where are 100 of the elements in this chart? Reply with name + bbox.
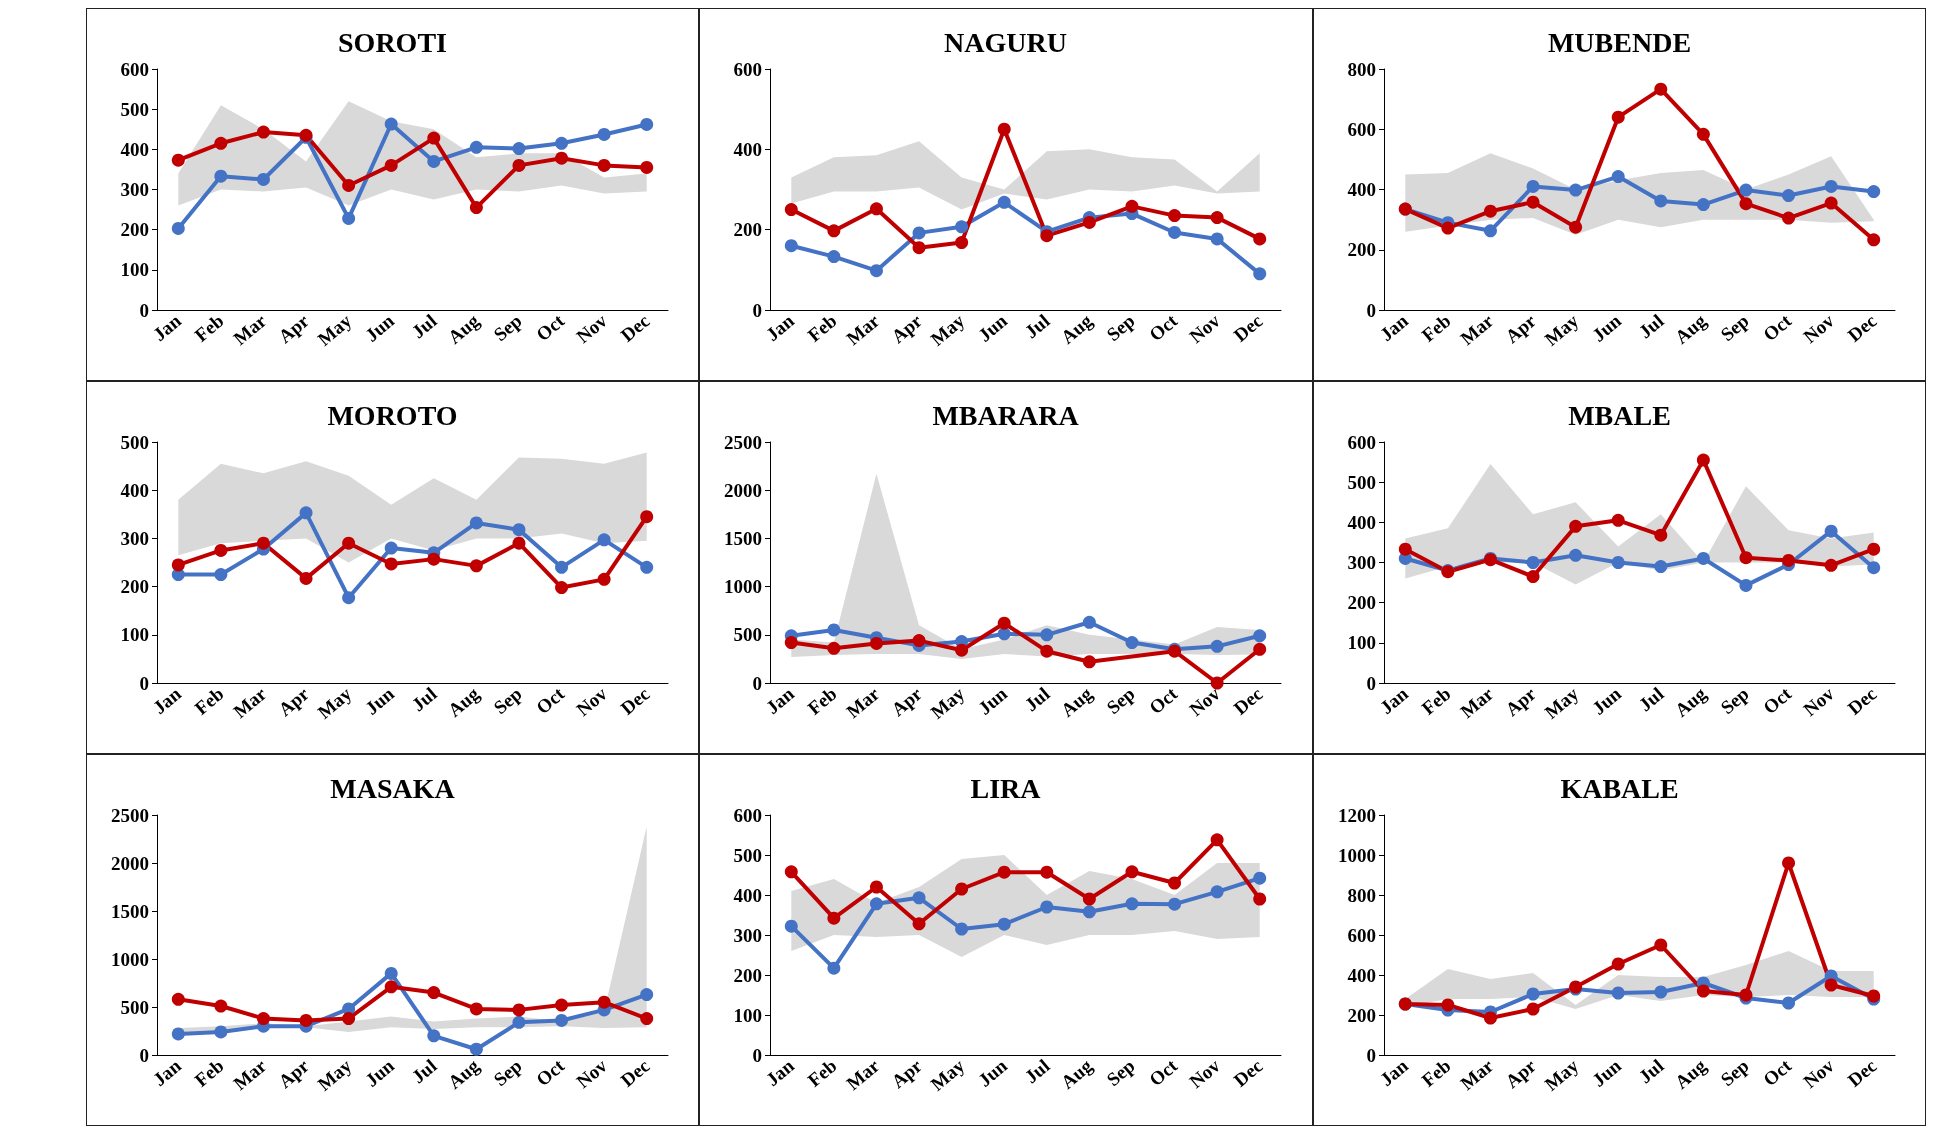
x-tick-label: Mar	[229, 1054, 271, 1095]
x-tick-label: Feb	[804, 1054, 841, 1091]
y-tick-label: 600	[1347, 431, 1376, 453]
x-tick-label: Sep	[489, 309, 526, 346]
y-tick-label: 1000	[111, 948, 149, 970]
y-tick-label: 400	[1347, 179, 1376, 200]
x-tick-label: Jul	[1634, 1054, 1668, 1088]
x-tick-label: Mar	[842, 682, 884, 723]
x-tick-label: Aug	[443, 682, 484, 721]
x-tick-label: Jan	[1375, 1054, 1413, 1091]
x-tick-label: Aug	[1670, 309, 1711, 348]
x-tick-label: Mar	[229, 309, 271, 350]
y-tick-label: 600	[120, 58, 149, 80]
x-tick-label: Jun	[1587, 309, 1625, 346]
x-tick-label: Apr	[1500, 682, 1540, 721]
y-tick-label: 400	[120, 138, 149, 160]
x-tick-label: Jul	[407, 1054, 441, 1088]
y-tick-label: 500	[733, 844, 763, 866]
x-tick-label: May	[313, 1054, 356, 1095]
x-tick-label: Feb	[190, 682, 228, 719]
x-tick-label: Apr	[887, 1054, 927, 1093]
x-tick-label: Dec	[616, 682, 654, 719]
y-tick-label: 800	[1347, 58, 1376, 80]
x-tick-label: Sep	[1102, 1054, 1140, 1091]
chart-title: MASAKA	[330, 772, 456, 804]
x-tick-label: Feb	[804, 309, 841, 346]
x-tick-label: Jan	[762, 682, 799, 719]
y-tick-label: 1000	[1337, 844, 1376, 866]
y-tick-label: 2000	[724, 479, 763, 501]
y-tick-label: 500	[1347, 471, 1376, 493]
x-tick-label: Jul	[1634, 309, 1668, 343]
x-tick-label: Nov	[572, 682, 612, 721]
y-tick-label: 0	[139, 299, 149, 321]
y-tick-label: 200	[1347, 1004, 1376, 1026]
y-tick-label: 300	[1347, 552, 1376, 573]
y-tick-label: 2500	[724, 431, 763, 453]
x-tick-label: Mar	[842, 309, 884, 350]
x-tick-label: Jan	[148, 682, 186, 719]
x-tick-label: Jun	[360, 309, 399, 346]
x-tick-label: Oct	[532, 682, 569, 719]
y-tick-label: 600	[1347, 924, 1376, 946]
x-tick-label: Feb	[1417, 309, 1455, 346]
y-tick-label: 0	[1366, 1044, 1376, 1066]
x-tick-label: Aug	[1057, 1054, 1097, 1093]
x-tick-label: May	[313, 682, 356, 723]
x-tick-label: Apr	[887, 682, 927, 721]
y-tick-label: 1000	[724, 576, 763, 598]
y-tick-label: 500	[733, 624, 763, 646]
y-tick-label: 500	[120, 996, 149, 1018]
x-tick-label: Dec	[1229, 1054, 1267, 1091]
x-tick-label: Dec	[1843, 309, 1881, 346]
x-tick-label: Oct	[1145, 1054, 1183, 1091]
x-tick-label: May	[926, 682, 970, 723]
x-tick-label: Nov	[1798, 682, 1838, 721]
x-tick-label: Jan	[148, 1054, 186, 1091]
x-tick-label: Jun	[360, 1054, 399, 1091]
x-tick-label: Jan	[762, 309, 799, 346]
y-tick-label: 400	[1347, 964, 1376, 986]
y-tick-label: 200	[1347, 239, 1376, 261]
x-tick-label: Dec	[1229, 682, 1267, 719]
y-tick-label: 200	[120, 219, 149, 241]
x-tick-label: Oct	[1145, 682, 1183, 719]
y-tick-label: 500	[120, 98, 149, 120]
y-tick-label: 300	[120, 179, 149, 200]
x-tick-label: Oct	[1758, 682, 1796, 719]
x-tick-label: Aug	[443, 309, 484, 348]
x-tick-label: Jun	[974, 682, 1012, 719]
y-tick-label: 100	[1347, 632, 1376, 654]
x-tick-label: Nov	[572, 309, 612, 348]
x-tick-label: Jan	[762, 1054, 799, 1091]
x-tick-label: Dec	[1229, 309, 1267, 346]
x-tick-label: Jun	[974, 309, 1012, 346]
x-tick-label: Feb	[190, 1054, 228, 1091]
x-tick-label: Sep	[1102, 682, 1140, 719]
x-tick-label: Sep	[1716, 682, 1753, 719]
chart-title: LIRA	[970, 772, 1042, 804]
x-tick-label: Jun	[974, 1054, 1012, 1091]
x-tick-label: Dec	[1843, 682, 1881, 719]
y-tick-label: 400	[1347, 511, 1376, 533]
y-tick-label: 400	[733, 884, 763, 906]
x-tick-label: Aug	[1670, 1054, 1711, 1093]
x-tick-label: Aug	[443, 1054, 484, 1093]
y-tick-label: 200	[733, 964, 763, 986]
x-tick-label: May	[926, 1054, 970, 1095]
x-tick-label: Apr	[274, 1054, 314, 1093]
y-tick-label: 0	[1366, 299, 1376, 321]
y-tick-label: 200	[1347, 592, 1376, 614]
y-tick-label: 100	[120, 259, 149, 281]
x-tick-label: Jul	[1020, 682, 1054, 716]
chart-title: KABALE	[1560, 772, 1679, 804]
x-tick-label: Jan	[1375, 682, 1413, 719]
x-tick-label: Jun	[1587, 1054, 1625, 1091]
y-tick-label: 0	[139, 1044, 149, 1066]
y-tick-label: 1500	[724, 527, 763, 549]
chart-title: SOROTI	[338, 26, 447, 58]
x-tick-label: Sep	[489, 682, 526, 719]
x-tick-label: Mar	[1455, 682, 1498, 723]
x-tick-label: Sep	[1716, 1054, 1753, 1091]
x-tick-label: Nov	[1185, 1054, 1225, 1093]
x-tick-label: Dec	[1843, 1054, 1881, 1091]
